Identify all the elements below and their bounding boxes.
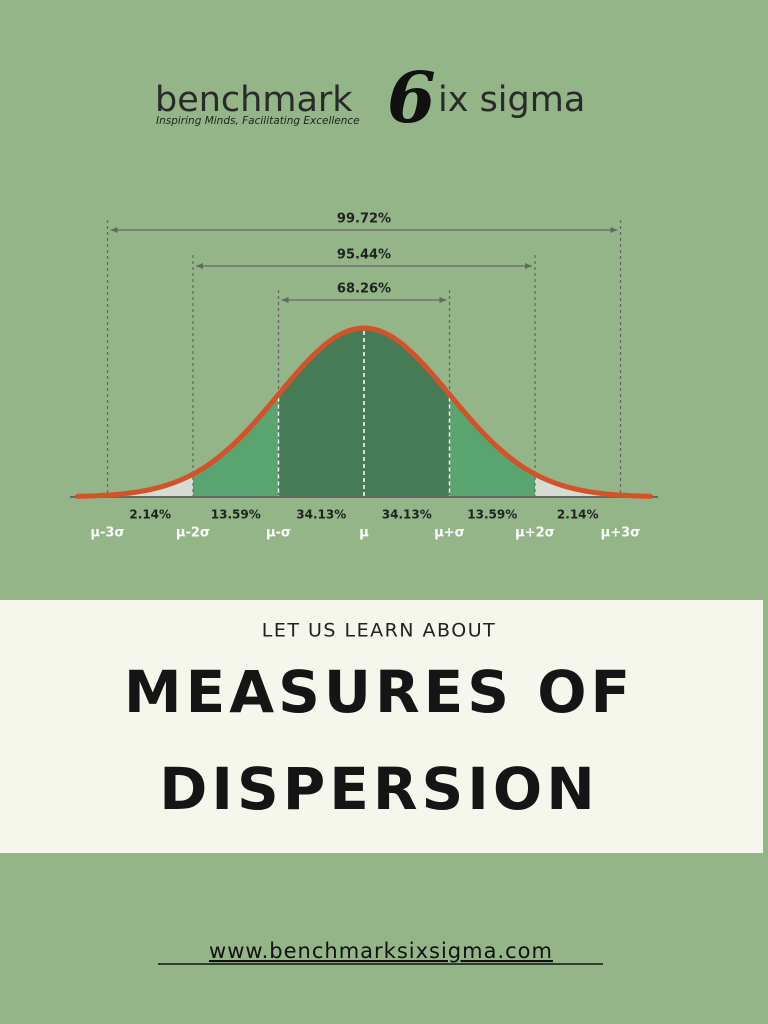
area bbox=[535, 474, 621, 497]
sigma-label: μ-3σ bbox=[90, 526, 124, 541]
area bbox=[278, 328, 450, 497]
segment-label: 2.14% bbox=[557, 508, 599, 522]
curve bbox=[75, 325, 653, 499]
sigma-label: μ+σ bbox=[434, 526, 465, 541]
segment-label: 2.14% bbox=[129, 508, 171, 522]
banner bbox=[0, 600, 763, 853]
banner-intro: LET US LEARN ABOUT bbox=[262, 620, 496, 642]
normal-distribution: 99.72% 95.44% 68.26% 2.14% 13.59% 34.13% 34.13… bbox=[70, 212, 658, 541]
segment-label: 13.59% bbox=[467, 508, 517, 522]
sigma-label: μ-σ bbox=[266, 526, 291, 541]
banner-title: MEASURES OF bbox=[124, 658, 634, 726]
segment-label: 34.13% bbox=[382, 508, 432, 522]
sigma-label: μ+2σ bbox=[515, 526, 555, 541]
banner-title: DISPERSION bbox=[159, 755, 599, 823]
brand-mark: 6 bbox=[387, 56, 436, 139]
range-label: 68.26% bbox=[337, 282, 391, 297]
sigma-label: μ bbox=[359, 526, 369, 541]
tagline: Inspiring Minds, Facilitating Excellence bbox=[156, 115, 360, 127]
segment-label: 13.59% bbox=[211, 508, 261, 522]
brand-left: benchmark bbox=[155, 80, 353, 120]
sigma-label: μ-2σ bbox=[176, 526, 210, 541]
brand-right: ix sigma bbox=[438, 80, 585, 120]
range-label: 99.72% bbox=[337, 212, 391, 227]
sigma-label: μ+3σ bbox=[601, 526, 641, 541]
segment-label: 34.13% bbox=[296, 508, 346, 522]
range-label: 95.44% bbox=[337, 248, 391, 263]
footer-url[interactable]: www.benchmarksixsigma.com bbox=[209, 939, 553, 963]
area bbox=[107, 474, 193, 497]
